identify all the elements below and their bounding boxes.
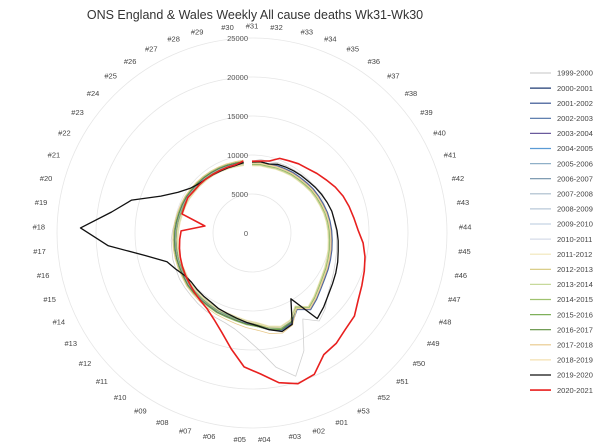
series-line: [176, 164, 330, 328]
week-label: #30: [221, 23, 234, 32]
week-label: #16: [37, 271, 50, 280]
legend-label: 2008-2009: [557, 205, 593, 214]
legend-label: 2020-2021: [557, 386, 593, 395]
week-label: #18: [33, 222, 46, 231]
series-lines: [79, 157, 366, 385]
week-label: #46: [455, 271, 468, 280]
week-label: #07: [179, 427, 192, 436]
week-label: #43: [457, 198, 470, 207]
week-label: #25: [104, 72, 117, 81]
legend-label: 2014-2015: [557, 295, 593, 304]
week-label: #11: [96, 377, 108, 386]
week-label: #08: [156, 418, 169, 427]
week-label: #09: [134, 407, 147, 416]
grid-ring: [173, 154, 331, 312]
legend-label: 2001-2002: [557, 99, 593, 108]
week-label: #14: [53, 318, 66, 327]
week-label: #28: [167, 35, 180, 44]
series-line: [176, 164, 330, 328]
legend-label: 2010-2011: [557, 235, 592, 244]
radial-tick-label: 20000: [227, 73, 248, 82]
radial-tick-label: 25000: [227, 34, 248, 43]
week-label: #52: [378, 393, 391, 402]
radial-tick-label: 15000: [227, 112, 248, 121]
legend-label: 2015-2016: [557, 310, 593, 319]
grid-ring: [212, 193, 292, 273]
legend-label: 2016-2017: [557, 325, 593, 334]
week-label: #49: [427, 339, 440, 348]
legend-label: 2005-2006: [557, 159, 593, 168]
week-label: #27: [145, 44, 158, 53]
week-label: #48: [439, 318, 452, 327]
legend-label: 2000-2001: [557, 84, 593, 93]
week-label: #39: [420, 108, 433, 117]
week-label: #12: [79, 359, 92, 368]
week-label: #26: [124, 57, 137, 66]
legend-label: 2012-2013: [557, 265, 593, 274]
week-label: #33: [301, 27, 314, 36]
legend: 1999-2000 2000-2001 2001-2002 2002-2003 2003…: [530, 69, 593, 395]
week-label: #42: [452, 174, 465, 183]
week-label: #13: [64, 339, 77, 348]
week-label: #22: [58, 129, 71, 138]
week-label: #02: [313, 427, 326, 436]
series-line: [177, 165, 329, 327]
chart-title: ONS England & Wales Weekly All cause dea…: [87, 8, 423, 22]
legend-label: 2018-2019: [557, 356, 593, 365]
series-line: [79, 161, 339, 333]
radar-grid: [56, 37, 448, 429]
week-label: #41: [444, 151, 457, 160]
radial-tick-label: 5000: [231, 190, 248, 199]
legend-label: 2006-2007: [557, 174, 593, 183]
week-label: #20: [40, 174, 53, 183]
week-label: #47: [448, 295, 461, 304]
legend-label: 1999-2000: [557, 69, 593, 78]
week-label: #51: [396, 377, 409, 386]
legend-label: 2019-2020: [557, 371, 593, 380]
week-label: #50: [413, 359, 426, 368]
legend-label: 2007-2008: [557, 190, 593, 199]
week-label: #34: [324, 35, 337, 44]
week-label: #45: [458, 247, 471, 256]
series-line: [178, 157, 366, 385]
week-label: #32: [270, 23, 283, 32]
legend-label: 2013-2014: [557, 280, 593, 289]
legend-label: 2004-2005: [557, 144, 593, 153]
week-label: #53: [357, 407, 370, 416]
series-line: [172, 159, 332, 335]
week-label: #23: [71, 108, 84, 117]
legend-label: 2011-2012: [557, 250, 592, 259]
week-label: #31: [246, 22, 259, 31]
week-label: #19: [35, 198, 48, 207]
grid-ring: [95, 76, 409, 390]
week-label: #01: [335, 418, 348, 427]
week-label: #36: [368, 57, 381, 66]
legend-label: 2003-2004: [557, 129, 593, 138]
week-label: #10: [114, 393, 127, 402]
legend-label: 2002-2003: [557, 114, 593, 123]
week-label: #37: [387, 72, 400, 81]
week-label: #03: [289, 432, 302, 441]
radial-ticks: 0 5000 10000 15000 20000 25000: [227, 34, 248, 238]
week-label: #21: [48, 151, 61, 160]
week-label: #40: [433, 129, 446, 138]
week-label: #17: [33, 247, 46, 256]
legend-label: 2017-2018: [557, 341, 593, 350]
week-label: #29: [191, 27, 204, 36]
week-label: #06: [203, 432, 216, 441]
week-labels: #31 #32 #33 #34 #35 #36 #37 #38 #39 #40 #41 #42 #43 #…: [33, 22, 472, 443]
week-label: #35: [347, 44, 360, 53]
week-label: #24: [87, 89, 100, 98]
week-label: #05: [233, 435, 246, 443]
radial-tick-label: 0: [244, 229, 248, 238]
week-label: #04: [258, 435, 271, 443]
week-label: #15: [43, 295, 56, 304]
grid-ring: [134, 115, 370, 351]
week-label: #38: [405, 89, 418, 98]
legend-label: 2009-2010: [557, 220, 593, 229]
week-label: #44: [459, 222, 472, 231]
grid-ring: [56, 37, 448, 429]
radial-tick-label: 10000: [227, 151, 248, 160]
